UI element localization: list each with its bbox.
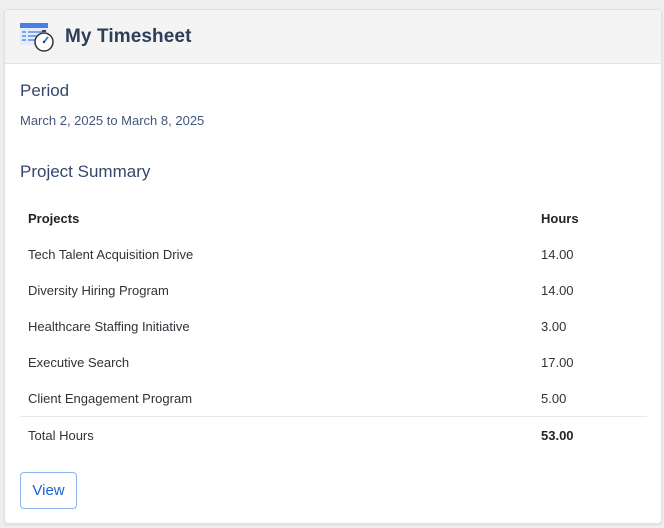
project-name: Client Engagement Program <box>28 390 193 406</box>
project-name: Diversity Hiring Program <box>28 282 169 298</box>
column-header-hours: Hours <box>541 210 579 226</box>
timesheet-card: My Timesheet Period March 2, 2025 to Mar… <box>4 9 662 524</box>
table-row: Tech Talent Acquisition Drive 14.00 <box>20 236 647 272</box>
total-row: Total Hours 53.00 <box>20 416 647 453</box>
column-header-projects: Projects <box>28 210 80 226</box>
total-label: Total Hours <box>20 416 533 453</box>
view-button[interactable]: View <box>20 472 77 509</box>
total-hours: 53.00 <box>533 416 647 453</box>
project-hours: 17.00 <box>541 354 574 370</box>
card-header: My Timesheet <box>5 10 661 64</box>
project-name: Executive Search <box>28 354 130 370</box>
project-hours: 5.00 <box>541 390 567 406</box>
project-hours: 14.00 <box>541 282 574 298</box>
project-name: Tech Talent Acquisition Drive <box>28 246 194 262</box>
card-title: My Timesheet <box>65 25 192 47</box>
table-row: Executive Search 17.00 <box>20 344 647 380</box>
project-hours: 14.00 <box>541 246 574 262</box>
period-range: March 2, 2025 to March 8, 2025 <box>20 113 205 128</box>
project-summary-heading: Project Summary <box>20 162 151 181</box>
period-heading: Period <box>20 81 70 100</box>
project-hours: 3.00 <box>541 318 567 334</box>
timesheet-stopwatch-icon <box>19 21 55 53</box>
table-header-row: Projects Hours <box>20 200 647 236</box>
table-row: Healthcare Staffing Initiative 3.00 <box>20 308 647 344</box>
table-row: Diversity Hiring Program 14.00 <box>20 272 647 308</box>
project-summary-table: Projects Hours Tech Talent Acquisition D… <box>20 200 647 453</box>
project-name: Healthcare Staffing Initiative <box>28 318 190 334</box>
table-row: Client Engagement Program 5.00 <box>20 380 647 417</box>
